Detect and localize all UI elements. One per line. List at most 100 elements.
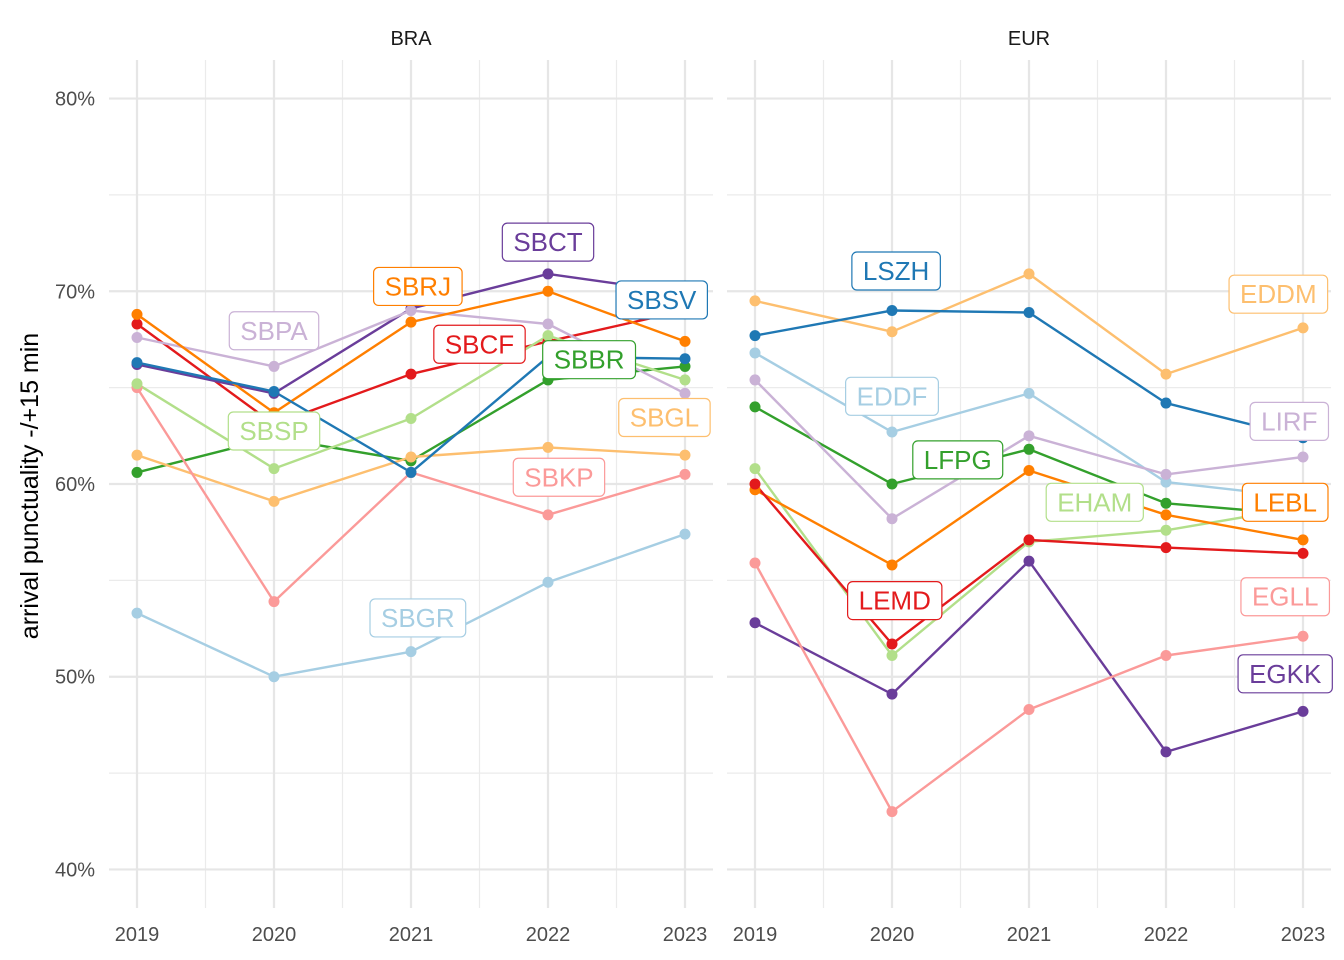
data-point-sbgl (131, 449, 143, 461)
data-point-sbpa (268, 360, 280, 372)
data-point-sbcf (405, 368, 417, 380)
series-label-box (1241, 482, 1329, 522)
series-label-box (433, 324, 526, 364)
data-point-eddm (749, 295, 761, 307)
series-label-lfpg: LFPG (912, 440, 1004, 480)
series-label-sbrj: SBRJ (373, 266, 463, 307)
x-tick-label: 2021 (1007, 924, 1052, 946)
data-point-lfpg (749, 401, 761, 413)
data-point-egkk (1160, 746, 1172, 758)
data-point-sbgl (542, 441, 554, 453)
y-tick-label: 80% (55, 89, 95, 111)
data-point-sbsp (679, 374, 691, 386)
series-label-text: SBRJ (385, 271, 451, 301)
data-point-sbrj (131, 308, 143, 320)
series-label-text: EDDM (1240, 279, 1317, 309)
data-point-sbkp (268, 596, 280, 608)
data-point-egll (749, 557, 761, 569)
series-label-sbkp: SBKP (512, 457, 606, 497)
series-label-box (851, 251, 941, 291)
data-point-sbgl (679, 449, 691, 461)
data-point-sbgr (542, 576, 554, 588)
series-lines (135, 272, 1304, 813)
data-point-eddm (1023, 268, 1035, 280)
y-axis-title: arrival punctuality -/+15 min (16, 333, 44, 639)
series-label-text: LSZH (863, 256, 929, 286)
series-label-text: SBCT (513, 227, 582, 257)
series-label-text: SBSP (239, 416, 308, 446)
data-point-lebl (1160, 509, 1172, 521)
x-tick-label: 2023 (1281, 924, 1326, 946)
series-label-lebl: LEBL (1241, 482, 1329, 522)
x-tick-label: 2023 (663, 924, 708, 946)
x-tick-label: 2022 (526, 924, 571, 946)
data-point-sbsp (542, 330, 554, 342)
panel-title: BRA (390, 28, 432, 50)
series-label-text: SBGL (630, 403, 699, 433)
series-label-text: EDDF (857, 381, 928, 411)
data-point-eddf (749, 347, 761, 359)
series-label-eddf: EDDF (845, 376, 939, 416)
y-tick-label: 70% (55, 281, 95, 303)
data-point-sbsv (405, 466, 417, 478)
series-label-sbcf: SBCF (433, 324, 526, 364)
data-point-lemd (1160, 542, 1172, 554)
grid-layer (109, 60, 1331, 908)
data-point-sbbr (131, 466, 143, 478)
data-point-lirf (1297, 451, 1309, 463)
data-point-sbsv (268, 385, 280, 397)
series-label-lszh: LSZH (851, 251, 941, 291)
series-label-sbct: SBCT (501, 222, 595, 262)
series-label-box (912, 440, 1004, 480)
data-point-sbpa (542, 318, 554, 330)
series-label-text: LEMD (859, 586, 931, 616)
series-label-box (1045, 482, 1144, 522)
series-label-box (373, 266, 463, 307)
data-point-sbsp (131, 378, 143, 390)
x-tick-label: 2020 (252, 924, 297, 946)
data-point-sbpa (679, 387, 691, 399)
data-point-eddm (886, 326, 898, 338)
data-point-eddf (1160, 476, 1172, 488)
x-tick-label: 2021 (389, 924, 434, 946)
data-point-lemd (1023, 534, 1035, 546)
data-point-lszh (1160, 397, 1172, 409)
series-label-text: SBSV (627, 285, 697, 315)
data-point-sbpa (405, 305, 417, 317)
series-label-eham: EHAM (1045, 482, 1144, 522)
series-label-box (618, 397, 711, 438)
data-point-lszh (886, 305, 898, 317)
series-label-sbsv: SBSV (615, 280, 708, 320)
y-tick-label: 50% (55, 667, 95, 689)
data-point-lszh (749, 330, 761, 342)
data-point-sbgl (405, 451, 417, 463)
data-point-lszh (1023, 306, 1035, 318)
series-label-eddm: EDDM (1228, 274, 1329, 314)
series-label-text: SBBR (554, 345, 625, 375)
panel-title: EUR (1008, 28, 1050, 50)
series-label-box (847, 580, 943, 621)
data-point-lemd (749, 478, 761, 490)
series-label-box (501, 222, 595, 262)
data-point-eham (749, 463, 761, 475)
data-point-eddm (1160, 368, 1172, 380)
series-label-box (228, 311, 320, 351)
data-point-egkk (886, 688, 898, 700)
data-point-sbrj (679, 335, 691, 347)
series-label-sbbr: SBBR (542, 340, 637, 380)
data-point-sbsv (679, 353, 691, 365)
data-point-lfpg (1160, 497, 1172, 509)
series-label-text: SBCF (445, 329, 514, 359)
x-tick-label: 2022 (1144, 924, 1189, 946)
data-point-sbrj (405, 316, 417, 328)
data-point-lfpg (886, 478, 898, 490)
series-points (131, 268, 1309, 818)
data-point-sbkp (679, 468, 691, 480)
series-label-box (615, 280, 708, 320)
data-point-sbgr (268, 671, 280, 683)
data-point-lirf (886, 513, 898, 525)
axis-layer: BRA 2019 2020 2021 2022 2023 EUR 2019 2020 2021 20… (55, 28, 1325, 946)
data-point-sbsv (131, 357, 143, 369)
x-tick-label: 2019 (733, 924, 778, 946)
